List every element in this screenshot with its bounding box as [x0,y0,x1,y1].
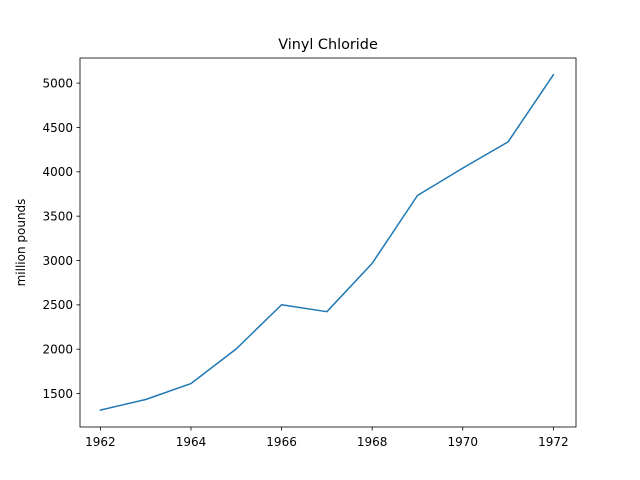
x-tick-label: 1962 [85,435,116,449]
x-tick-label: 1972 [538,435,569,449]
x-axis: 1962 1964 1966 1968 1970 1972 [85,427,569,449]
x-tick-label: 1964 [176,435,207,449]
y-tick-label: 1500 [42,387,73,401]
series-layer [99,73,555,412]
plot-frame [79,57,577,428]
x-tick-label: 1966 [266,435,297,449]
y-tick-label: 5000 [42,76,73,90]
chart-title: Vinyl Chloride [278,37,378,53]
x-tick-label: 1968 [357,435,388,449]
y-tick-label: 3500 [42,209,73,223]
series-line [99,73,555,412]
y-tick-label: 4000 [42,165,73,179]
plot-area [80,58,576,427]
y-axis-label: million pounds [14,199,28,287]
y-tick-label: 3000 [42,254,73,268]
y-tick-label: 2000 [42,343,73,357]
y-axis: 1500 2000 2500 3000 3500 4000 4500 5000 [42,76,80,401]
y-tick-label: 2500 [42,298,73,312]
x-tick-label: 1970 [447,435,478,449]
y-tick-label: 4500 [42,121,73,135]
